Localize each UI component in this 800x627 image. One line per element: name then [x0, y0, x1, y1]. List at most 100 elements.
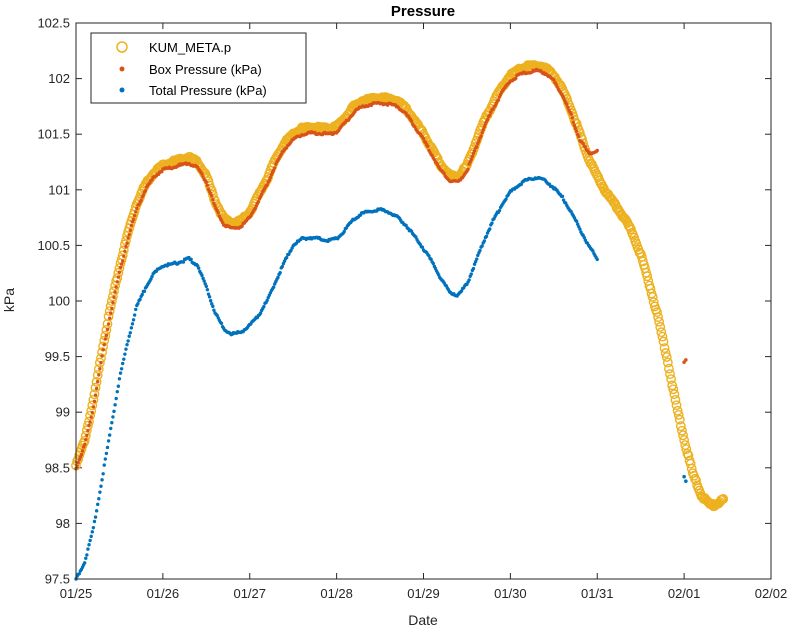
y-tick-label: 100 [48, 294, 70, 309]
data-point [240, 224, 244, 228]
y-tick-label: 102.5 [37, 16, 70, 31]
data-point [88, 420, 92, 424]
data-point [427, 254, 431, 258]
data-point [117, 377, 122, 381]
y-tick-label: 102 [48, 71, 70, 86]
data-point [679, 435, 690, 445]
data-point [88, 538, 92, 543]
plot-area-frame [75, 22, 772, 580]
x-tick-label: 01/31 [581, 586, 614, 601]
data-point [657, 331, 668, 342]
data-point [488, 113, 492, 117]
data-point [655, 322, 666, 332]
data-point [208, 299, 213, 303]
data-point [117, 270, 122, 274]
data-point [675, 421, 686, 432]
data-point [90, 530, 94, 534]
data-point [87, 423, 91, 428]
data-point [480, 130, 484, 135]
y-tick-label: 97.5 [45, 572, 70, 587]
data-point [569, 112, 573, 116]
data-point [278, 271, 282, 275]
data-point [102, 343, 106, 347]
data-point [92, 370, 103, 380]
data-point [497, 95, 502, 99]
data-point [197, 266, 201, 270]
legend-label-box-pressure: Box Pressure (kPa) [149, 62, 262, 77]
x-axis-title: Date [408, 612, 438, 627]
data-point [490, 221, 494, 225]
data-point [670, 394, 681, 405]
data-point [213, 204, 217, 208]
data-point [475, 145, 479, 149]
data-point [475, 257, 479, 261]
data-point [85, 410, 96, 421]
data-point [79, 453, 84, 457]
data-point-isolated [684, 479, 688, 483]
data-point [108, 291, 118, 302]
data-point [101, 348, 105, 352]
y-tick-label: 99.5 [45, 349, 70, 364]
data-point [469, 157, 473, 162]
data-point [256, 200, 261, 204]
data-point [92, 399, 97, 404]
data-point [102, 463, 106, 467]
data-point [206, 292, 211, 296]
data-point [399, 100, 409, 111]
legend-label-total-pressure: Total Pressure (kPa) [149, 83, 267, 98]
data-point [82, 442, 87, 447]
y-tick-label: 101.5 [37, 127, 70, 142]
data-point [204, 180, 209, 185]
data-point [276, 275, 280, 280]
data-point [76, 460, 80, 465]
data-point [80, 449, 85, 453]
data-point [118, 265, 123, 270]
data-point [100, 354, 104, 358]
data-point [265, 183, 269, 187]
data-point [654, 316, 665, 327]
data-point [134, 307, 138, 312]
data-point [89, 389, 100, 400]
data-point [572, 123, 577, 128]
data-point [258, 311, 263, 315]
data-point [99, 360, 103, 365]
data-point [150, 274, 154, 279]
y-axis-title: kPa [1, 288, 17, 312]
data-point [669, 389, 680, 400]
data-point [107, 433, 112, 437]
data-point [504, 197, 508, 201]
data-point [189, 257, 193, 262]
data-point [466, 167, 470, 172]
legend: KUM_META.p Box Pressure (kPa) Total Pres… [90, 32, 307, 104]
data-point [665, 369, 675, 380]
data-point [91, 376, 102, 387]
data-point [642, 271, 653, 282]
data-point [219, 321, 224, 326]
data-point [84, 556, 88, 560]
data-point [92, 519, 97, 524]
data-point [113, 403, 117, 407]
data-point [112, 409, 116, 414]
data-point [181, 260, 186, 264]
data-point [103, 457, 108, 461]
data-point [91, 405, 96, 409]
data-point [118, 371, 123, 375]
data-point [437, 273, 441, 277]
data-point [104, 333, 109, 338]
series-total-pressure [74, 175, 688, 581]
data-point [205, 287, 210, 292]
data-point [718, 494, 729, 504]
x-tick-label: 02/01 [668, 586, 701, 601]
data-point [273, 166, 277, 170]
data-point [431, 261, 435, 266]
data-point [103, 337, 108, 341]
x-tick-label: 02/02 [755, 586, 788, 601]
data-point [134, 210, 138, 214]
x-tick-label: 01/27 [233, 586, 266, 601]
data-point [478, 248, 482, 253]
y-axis-ticks: 97.5 98 98.5 99 99.5 100 100.5 101 101.5 102 102.5 [37, 16, 771, 587]
data-point [142, 289, 147, 294]
y-tick-label: 100.5 [37, 238, 70, 253]
data-point [342, 229, 346, 234]
data-point [110, 306, 114, 311]
